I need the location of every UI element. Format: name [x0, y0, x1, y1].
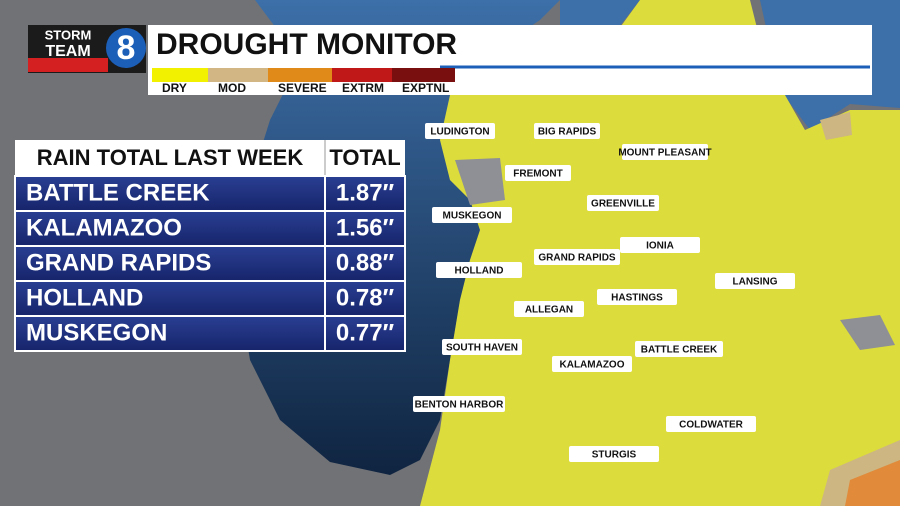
table-header: RAIN TOTAL LAST WEEK — [37, 145, 304, 170]
wet-area — [455, 158, 505, 205]
city-label: MOUNT PLEASANT — [618, 148, 711, 159]
city-label-bg — [413, 396, 505, 412]
city-labels: LUDINGTON BIG RAPIDS MOUNT PLEASANT FREMONT… — [413, 123, 795, 462]
table-row-bg — [14, 245, 326, 282]
city-label: ALLEGAN — [525, 305, 573, 316]
city-label: IONIA — [646, 241, 674, 252]
table-row-bg — [324, 280, 406, 317]
city-label-bg — [666, 416, 756, 432]
logo-stripe — [28, 58, 108, 72]
city-label-bg — [534, 249, 620, 265]
city-label-bg — [514, 301, 584, 317]
legend-label: EXTRM — [342, 81, 384, 95]
title: DROUGHT MONITOR — [156, 28, 457, 61]
city-label-bg — [425, 123, 495, 139]
city-label: SOUTH HAVEN — [446, 343, 518, 354]
table-header: TOTAL — [329, 145, 400, 170]
city-label: LUDINGTON — [430, 127, 489, 138]
city-label: HOLLAND — [455, 266, 504, 277]
city-name: KALAMAZOO — [26, 214, 182, 241]
rain-total: 0.77″ — [336, 319, 395, 346]
city-name: HOLLAND — [26, 284, 143, 311]
city-label: BATTLE CREEK — [641, 345, 718, 356]
rain-total: 1.87″ — [336, 179, 395, 206]
city-name: BATTLE CREEK — [26, 179, 210, 206]
header-banner — [148, 25, 872, 95]
city-label: BENTON HARBOR — [415, 400, 504, 411]
legend-label: EXPTNL — [402, 81, 449, 95]
logo-circle — [106, 28, 146, 68]
legend-swatch — [392, 68, 455, 82]
rain-total: 0.78″ — [336, 284, 395, 311]
city-label: MUSKEGON — [443, 211, 502, 222]
city-label-bg — [505, 165, 571, 181]
city-label-bg — [597, 289, 677, 305]
city-label: LANSING — [733, 277, 778, 288]
table-row-bg — [14, 315, 326, 352]
rain-total: 0.88″ — [336, 249, 395, 276]
city-label: KALAMAZOO — [560, 360, 625, 371]
city-label-bg — [436, 262, 522, 278]
legend-swatch — [152, 68, 208, 82]
city-label: COLDWATER — [679, 420, 743, 431]
city-name: GRAND RAPIDS — [26, 249, 211, 276]
city-label-bg — [569, 446, 659, 462]
legend-label: DRY — [162, 81, 187, 95]
table-header-bg — [15, 140, 405, 176]
table-row-bg — [324, 245, 406, 282]
city-label-bg — [442, 339, 522, 355]
city-label-bg — [635, 341, 723, 357]
logo-number: 8 — [117, 29, 136, 67]
city-name: MUSKEGON — [26, 319, 167, 346]
legend-swatch — [268, 68, 332, 82]
city-label: GREENVILLE — [591, 199, 655, 210]
city-label: BIG RAPIDS — [538, 127, 597, 138]
legend-swatch — [208, 68, 268, 82]
logo-top: STORM — [45, 27, 92, 42]
logo-bottom: TEAM — [45, 43, 90, 60]
drought-severe-area — [845, 460, 900, 506]
city-label-bg — [534, 123, 600, 139]
legend-swatch — [332, 68, 392, 82]
city-label: GRAND RAPIDS — [538, 253, 616, 264]
city-label-bg — [587, 195, 659, 211]
legend-label: SEVERE — [278, 81, 327, 95]
drought-mod-area — [820, 112, 852, 140]
wet-area — [840, 315, 895, 350]
legend-label: MOD — [218, 81, 246, 95]
rain-total: 1.56″ — [336, 214, 395, 241]
legend: DRY MOD SEVERE EXTRM EXPTNL — [152, 68, 455, 95]
city-label: STURGIS — [592, 450, 637, 461]
rain-table: RAIN TOTAL LAST WEEK TOTAL BATTLE CREEK 1.8… — [14, 140, 406, 352]
city-label-bg — [552, 356, 632, 372]
city-label-bg — [715, 273, 795, 289]
city-label-bg — [432, 207, 512, 223]
city-label: HASTINGS — [611, 293, 663, 304]
city-label-bg — [622, 144, 708, 160]
city-label-bg — [620, 237, 700, 253]
table-row-bg — [324, 315, 406, 352]
city-label: FREMONT — [513, 169, 562, 180]
